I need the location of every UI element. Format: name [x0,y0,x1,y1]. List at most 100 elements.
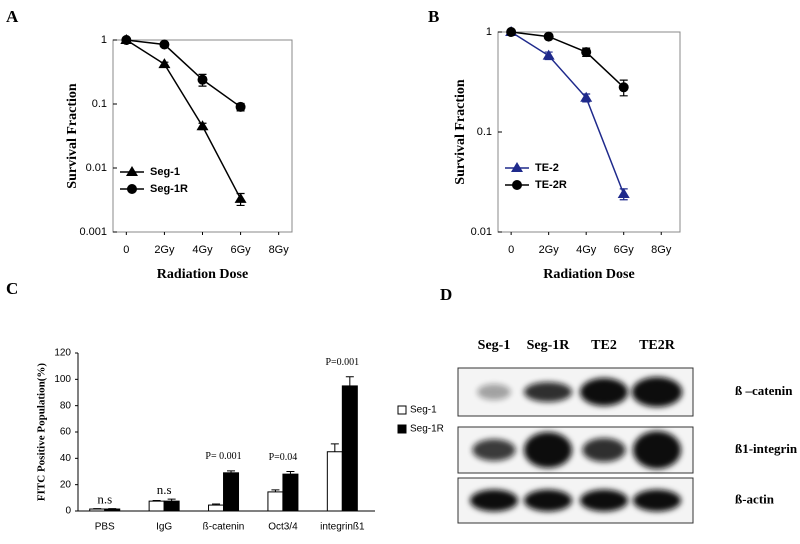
x-tick-label: 6Gy [230,244,251,256]
error-bar [227,470,236,473]
x-tick-label: IgG [156,522,172,533]
marker [618,82,629,93]
row-label: ß-actin [735,491,775,506]
x-tick-label: 0 [123,244,129,256]
legend-label: TE-2R [535,179,567,191]
bar [341,385,358,512]
lane-label: TE2 [591,338,617,353]
marker [197,74,208,85]
series-line [510,31,625,195]
blot-band [633,431,681,469]
marker [121,35,132,45]
x-tick-label: Oct3/4 [268,522,298,533]
blot-band [631,377,683,407]
bar [163,500,180,512]
y-tick-label: 0.01 [471,226,492,238]
error-bar [286,471,295,475]
bar [267,491,284,512]
error-bar [152,499,161,502]
y-tick-label: 20 [60,479,72,490]
y-axis-label: Survival Fraction [65,83,80,189]
x-tick-label: integrinß1 [320,522,365,533]
y-tick-label: 80 [60,400,72,411]
series-line [126,39,242,108]
x-tick-label: PBS [95,522,115,533]
marker [542,49,555,60]
panel-letter: D [440,285,452,304]
blot-band [524,382,572,402]
y-axis-label: Survival Fraction [453,79,468,185]
annotation: P= 0.001 [205,451,241,462]
x-tick-label: 0 [508,244,514,256]
y-tick-label: 0.001 [79,226,107,238]
annotation: n.s [97,492,112,507]
x-tick-label: 4Gy [576,244,597,256]
legend-marker [127,184,137,194]
lane-label: Seg-1 [478,338,511,353]
row-label: ß1-integrin [735,441,798,456]
row-label: ß –catenin [735,383,793,398]
blot-band [580,378,628,406]
x-axis-label: Radiation Dose [543,267,634,282]
y-tick-label: 0.01 [86,162,107,174]
x-tick-label: 6Gy [614,244,635,256]
marker [234,192,247,203]
legend-swatch [397,405,407,415]
y-axis-label: FITC Positive Population(%) [36,363,48,501]
blot-band [477,384,511,400]
error-bar [330,443,339,452]
marker [506,27,517,37]
error-bar [345,376,354,386]
plot-frame [497,31,681,233]
x-tick-label: ß-catenin [203,522,245,533]
blot-band [633,489,681,512]
bar [282,473,299,512]
y-tick-label: 0.1 [92,98,107,110]
annotation: P=0.04 [269,452,298,463]
plot-frame [112,39,293,233]
marker [235,101,246,112]
legend-label: Seg-1R [150,183,188,195]
bar [208,504,225,512]
y-tick-label: 40 [60,453,72,464]
y-tick-label: 60 [60,427,72,438]
panel-letter: A [6,7,19,26]
bar [104,508,121,512]
marker [159,39,170,50]
legend-label: Seg-1 [410,405,437,416]
x-tick-label: 8Gy [651,244,672,256]
lane-label: TE2R [639,338,676,353]
marker [158,58,171,69]
marker [543,31,554,42]
marker [581,47,592,58]
x-tick-label: 2Gy [539,244,560,256]
y-tick-label: 0.1 [477,126,492,138]
error-bar [271,489,280,492]
marker [196,120,209,131]
bar [223,472,240,512]
bar [148,500,165,512]
annotation: n.s [157,482,172,497]
legend-marker [126,166,138,176]
blot-band [582,438,626,462]
legend-marker [511,162,523,172]
legend-label: Seg-1 [150,166,180,178]
legend-label: Seg-1R [410,424,444,435]
annotation: P=0.001 [325,357,359,368]
y-tick-label: 1 [486,26,492,38]
bar [326,451,343,512]
marker [617,187,630,198]
bar [89,508,106,512]
series-line [125,39,242,200]
error-bar [212,503,221,506]
panel-letter: C [6,279,18,298]
legend-marker [512,180,522,190]
x-axis-label: Radiation Dose [157,267,248,282]
blot-band [470,489,518,512]
x-tick-label: 4Gy [192,244,213,256]
legend-label: TE-2 [535,162,559,174]
blot-band [580,489,628,512]
blot-band [524,489,572,512]
y-tick-label: 0 [65,506,71,517]
